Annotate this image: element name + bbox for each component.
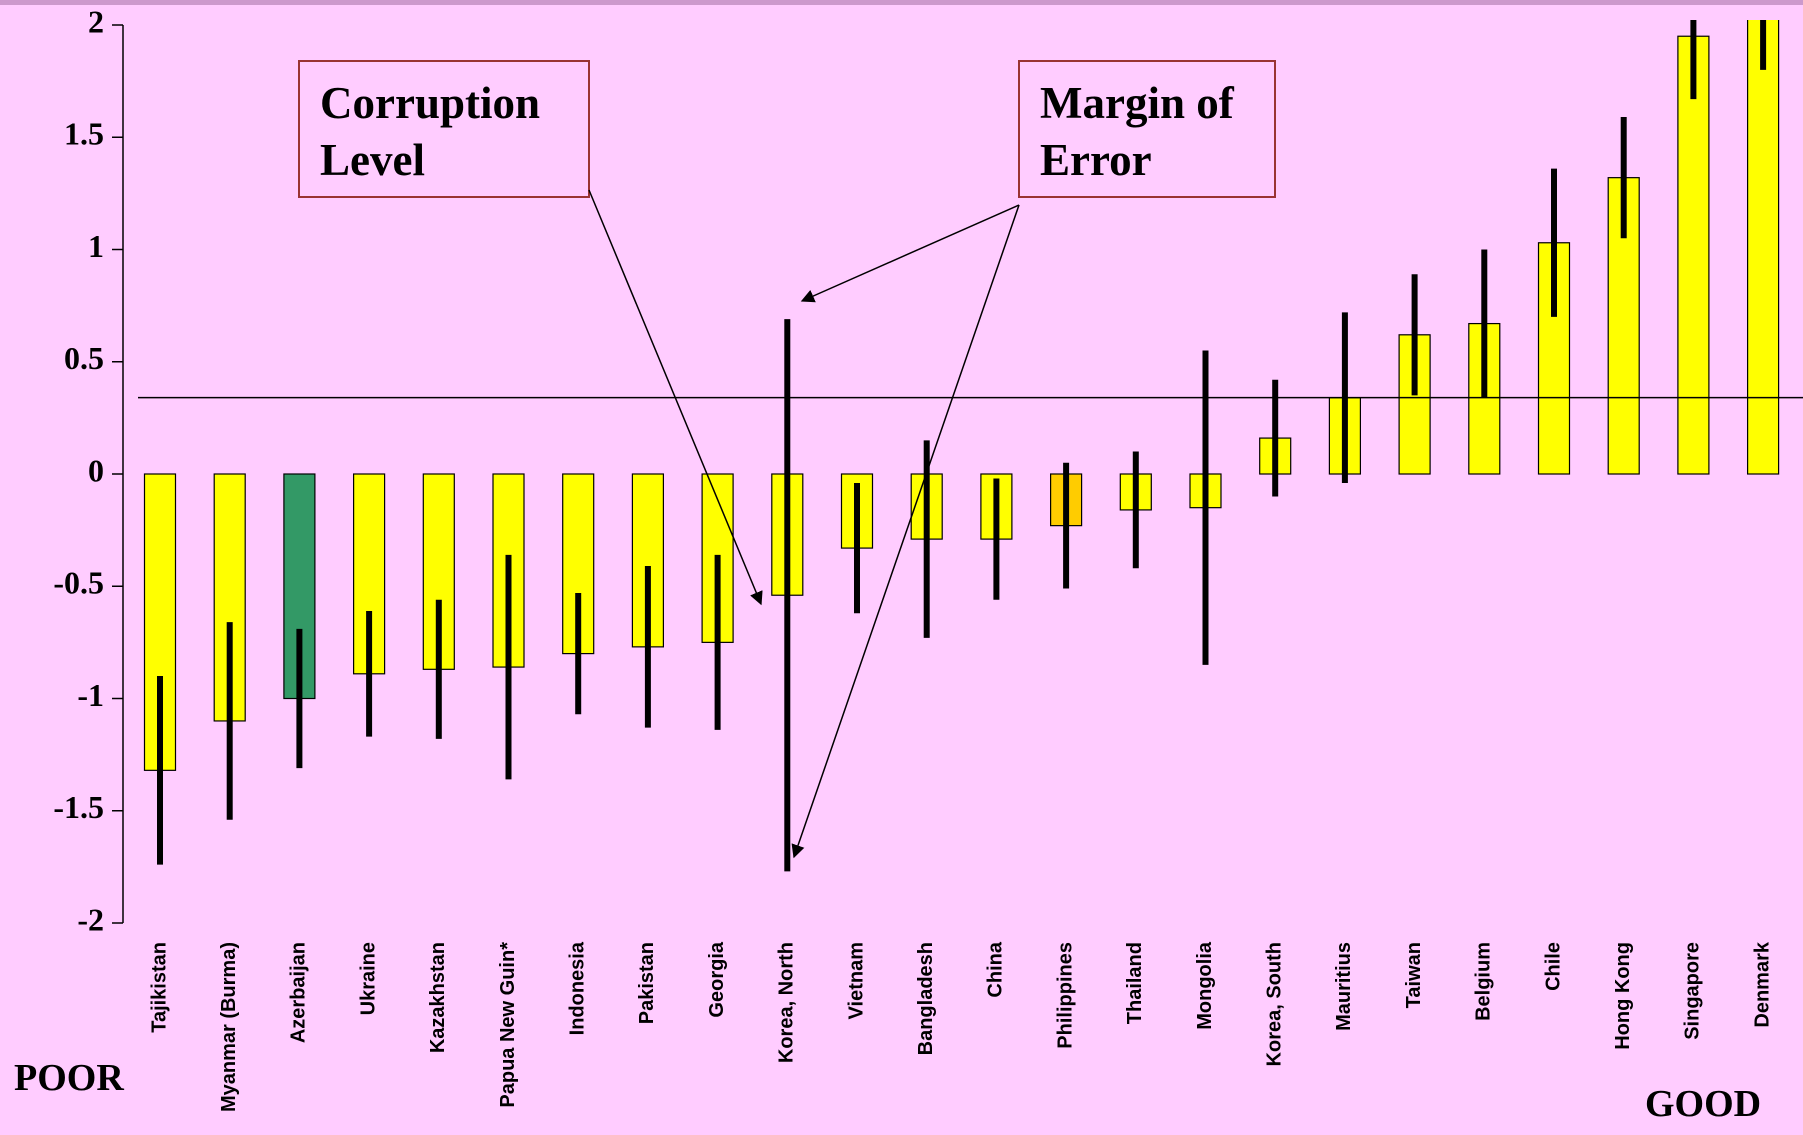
annotation: Margin of [1040, 78, 1235, 128]
x-tick-label: Kazakhstan [427, 942, 449, 1053]
y-tick-label: -0.5 [53, 565, 104, 601]
x-tick-label: Denmark [1751, 941, 1773, 1027]
x-tick-label: Myanmar (Burma) [218, 942, 240, 1112]
top-strip [0, 0, 1803, 5]
y-tick-label: 2 [88, 3, 104, 39]
annotation: Error [1040, 135, 1152, 185]
bar [1746, 20, 1780, 475]
x-tick-label: Mongolia [1194, 941, 1216, 1030]
arrow [800, 204, 1020, 303]
x-tick-label: Philippines [1054, 942, 1076, 1049]
x-tick-label: Indonesia [566, 941, 588, 1035]
x-tick-label: Pakistan [636, 942, 658, 1024]
x-tick-label: Chile [1542, 942, 1564, 991]
y-tick-label: 0 [88, 452, 104, 488]
good-label: GOOD [1645, 1083, 1761, 1125]
bar [1537, 242, 1571, 475]
annotation: Level [320, 135, 425, 185]
x-tick-label: Hong Kong [1612, 942, 1634, 1050]
annotation: Corruption [320, 78, 540, 128]
x-tick-label: Tajikistan [148, 942, 170, 1033]
x-tick-label: Papua New Guin* [497, 942, 519, 1108]
arrow [791, 204, 1020, 859]
y-tick-label: -1 [77, 677, 104, 713]
y-tick-label: 1 [88, 228, 104, 264]
x-tick-label: Ukraine [357, 942, 379, 1015]
bar [1677, 35, 1710, 475]
x-tick-label: Singapore [1682, 942, 1704, 1040]
y-tick-label: 1.5 [64, 116, 104, 152]
x-tick-label: Belgium [1473, 942, 1495, 1021]
annotation-box [1018, 60, 1276, 198]
x-tick-label: Korea, North [776, 942, 798, 1063]
x-tick-label: China [985, 941, 1007, 997]
x-tick-label: Georgia [706, 941, 728, 1017]
y-tick-label: -2 [77, 901, 104, 937]
x-tick-label: Thailand [1124, 942, 1146, 1024]
x-tick-label: Taiwan [1403, 942, 1425, 1008]
x-tick-label: Bangladesh [915, 942, 937, 1055]
poor-label: POOR [14, 1057, 124, 1099]
y-tick-label: 0.5 [64, 340, 104, 376]
x-tick-label: Korea, South [1263, 942, 1285, 1066]
x-tick-label: Vietnam [845, 942, 867, 1019]
x-tick-label: Mauritius [1333, 942, 1355, 1031]
x-tick-label: Azerbaijan [288, 942, 310, 1043]
y-tick-label: -1.5 [53, 789, 104, 825]
annotation-box [298, 60, 590, 198]
